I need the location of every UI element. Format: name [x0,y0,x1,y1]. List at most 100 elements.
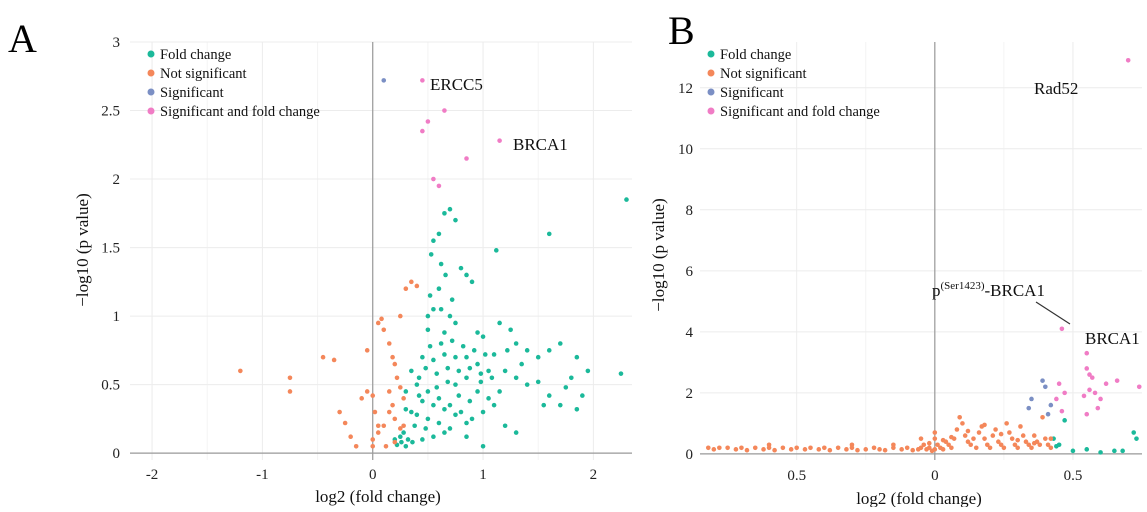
data-point [960,421,965,426]
data-point [370,437,376,442]
data-point [480,409,486,415]
data-point [287,389,293,394]
data-point [434,385,440,390]
data-point [375,430,381,435]
annotation-leader-line [1035,301,1071,325]
data-point [844,447,849,452]
x-tick-label: 2 [590,467,598,483]
data-point [403,443,409,449]
data-point [1084,447,1090,452]
data-point [475,330,480,335]
data-point [1048,445,1054,451]
legend-marker [707,107,715,115]
data-point [464,420,469,426]
data-point [993,427,998,432]
data-point [480,334,486,339]
volcano-plot-a: -2 -1 0 1 2 0 0.5 1 1.5 2 2.5 3 ERCC5 BRCA1 Fold ch… [73,35,632,506]
data-point [464,156,469,161]
data-point [891,442,896,448]
data-point [580,393,585,398]
data-point [1089,375,1095,380]
data-point [405,437,411,442]
data-point [401,430,406,435]
data-point [392,361,398,367]
data-point [427,343,433,349]
data-point [976,430,982,435]
data-point [932,436,938,441]
data-point [414,412,420,418]
data-point [442,406,447,412]
data-point [447,313,453,319]
y-tick-label: 8 [686,203,694,219]
data-point [1043,436,1048,441]
data-point [918,445,924,451]
data-point [386,341,392,346]
data-point [524,348,530,353]
data-point [398,313,403,319]
x-axis-title-b: log2 (fold change) [856,489,982,507]
data-point [1043,384,1048,390]
data-point [497,389,502,394]
data-point [453,382,458,387]
annotation-brca1-a: BRCA1 [513,135,568,154]
legend-entry: Significant [160,85,224,101]
data-point [410,439,415,445]
data-point [1009,436,1015,441]
data-point [1059,326,1065,332]
data-point [425,416,431,422]
data-point [398,385,403,390]
legend-marker [147,88,155,96]
annotation-pser1423-sup: (Ser1423) [941,280,985,292]
data-point [464,434,469,440]
data-point [497,320,502,326]
data-point [456,368,462,374]
data-point [1031,440,1037,446]
data-point [423,426,428,431]
data-point [932,430,938,435]
data-point [1095,405,1101,411]
data-point [766,442,772,448]
data-point [1054,396,1059,402]
data-point [932,447,938,452]
data-point [464,354,469,360]
data-point [973,445,979,451]
data-point [381,327,387,333]
annotations-b: Rad52 p(Ser1423)-BRCA1 BRCA1 [932,79,1140,348]
data-point [990,433,996,438]
data-point [436,231,442,237]
data-point [1084,366,1090,371]
data-point [535,379,541,385]
data-point [431,306,436,312]
data-point [436,286,442,291]
volcano-plot-b: 0.5 0 0.5 0 2 4 6 8 10 12 Rad52 p(Ser1423)-BRCA1 … [649,42,1142,508]
y-tick-label: 12 [678,81,693,97]
data-point [965,428,971,434]
legend-a: Fold change Not significant Significant Sig… [147,47,320,120]
data-point [1031,433,1037,438]
data-point [569,375,574,381]
axes-a: -2 -1 0 1 2 0 0.5 1 1.5 2 2.5 3 [101,35,632,483]
legend-marker [707,88,715,96]
data-point [403,286,409,291]
data-point [464,272,469,278]
data-point [420,437,425,442]
data-point [1023,439,1029,444]
data-point [935,442,940,448]
axes-b: 0.5 0 0.5 0 2 4 6 8 10 12 [678,42,1142,484]
data-point [287,375,293,381]
y-tick-label: 0 [686,447,694,463]
data-point [855,447,860,453]
data-point [475,389,480,394]
data-point [403,389,409,394]
legend-b: Fold change Not significant Significant Sig… [707,47,880,120]
data-point [624,197,629,202]
data-point [420,354,425,360]
data-point [1134,436,1139,441]
data-point [456,393,462,398]
data-point [998,442,1004,448]
data-point [1029,396,1034,402]
data-point [431,238,436,244]
data-point [921,442,927,448]
data-point [348,434,353,440]
data-point [1136,384,1142,390]
